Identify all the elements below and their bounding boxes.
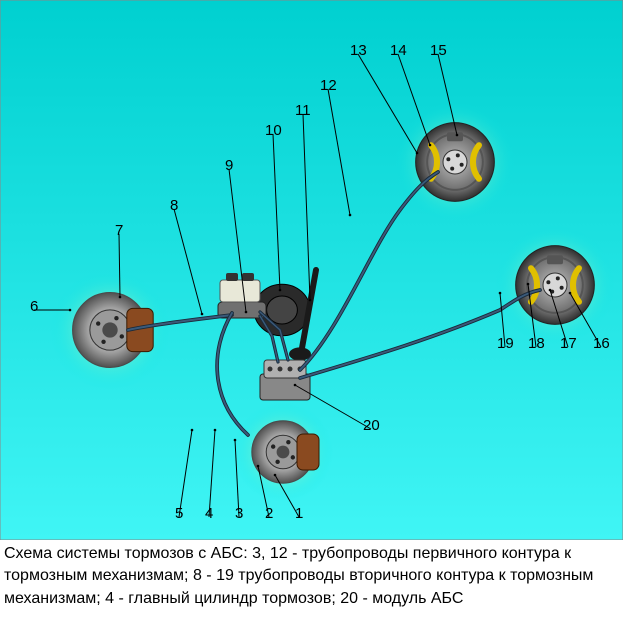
brake-pedal-pad	[289, 347, 311, 360]
callout-number-11: 11	[295, 102, 311, 119]
brake-mech-rear-upper	[395, 102, 515, 222]
callout-number-14: 14	[390, 42, 407, 59]
diagram-svg	[0, 0, 623, 540]
callout-number-5: 5	[175, 505, 183, 522]
callout-number-1: 1	[295, 505, 303, 522]
reservoir	[220, 280, 260, 302]
callout-number-18: 18	[528, 335, 545, 352]
callout-number-17: 17	[560, 335, 577, 352]
callout-number-8: 8	[170, 197, 178, 214]
callout-number-7: 7	[115, 222, 123, 239]
callout-number-12: 12	[320, 77, 337, 94]
diagram-canvas: 1234567891011121314151617181920	[0, 0, 623, 540]
brake-mech-front-inset	[233, 402, 333, 502]
callout-number-2: 2	[265, 505, 273, 522]
callout-number-19: 19	[497, 335, 514, 352]
diagram-caption: Схема системы тормозов с АБС: 3, 12 - тр…	[4, 543, 619, 610]
callout-number-15: 15	[430, 42, 447, 59]
brake-mech-front-left	[50, 270, 170, 390]
callout-number-13: 13	[350, 42, 367, 59]
callout-number-3: 3	[235, 505, 243, 522]
callout-number-6: 6	[30, 298, 38, 315]
brake-mech-rear-right	[495, 225, 615, 345]
callout-number-9: 9	[225, 157, 233, 174]
callout-number-20: 20	[363, 417, 380, 434]
callout-number-16: 16	[593, 335, 610, 352]
callout-number-10: 10	[265, 122, 282, 139]
callout-number-4: 4	[205, 505, 213, 522]
